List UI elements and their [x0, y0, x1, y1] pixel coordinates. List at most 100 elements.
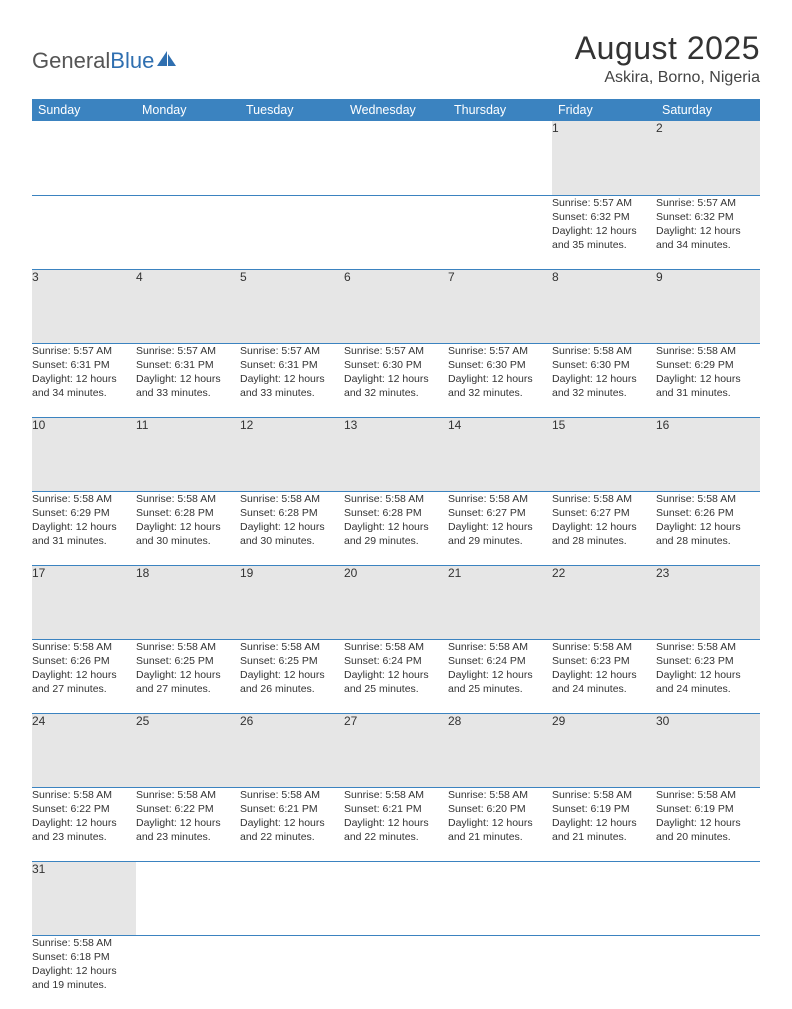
day-body-cell	[136, 195, 240, 269]
day-body-cell: Sunrise: 5:58 AMSunset: 6:27 PMDaylight:…	[552, 491, 656, 565]
day-body-cell: Sunrise: 5:58 AMSunset: 6:28 PMDaylight:…	[344, 491, 448, 565]
sunset-line: Sunset: 6:25 PM	[136, 654, 240, 668]
day-number-cell: 1	[552, 121, 656, 195]
sunset-line: Sunset: 6:19 PM	[552, 802, 656, 816]
weekday-header: Sunday	[32, 99, 136, 121]
weekday-header: Saturday	[656, 99, 760, 121]
daylight-line: Daylight: 12 hours and 26 minutes.	[240, 668, 344, 696]
sunrise-line: Sunrise: 5:58 AM	[448, 640, 552, 654]
sunset-line: Sunset: 6:30 PM	[448, 358, 552, 372]
day-body-cell: Sunrise: 5:57 AMSunset: 6:31 PMDaylight:…	[136, 343, 240, 417]
weekday-header: Wednesday	[344, 99, 448, 121]
daylight-line: Daylight: 12 hours and 30 minutes.	[136, 520, 240, 548]
day-body-row: Sunrise: 5:58 AMSunset: 6:18 PMDaylight:…	[32, 935, 760, 1009]
day-number-cell: 7	[448, 269, 552, 343]
day-body-cell	[136, 935, 240, 1009]
sunrise-line: Sunrise: 5:57 AM	[344, 344, 448, 358]
day-body-cell: Sunrise: 5:58 AMSunset: 6:28 PMDaylight:…	[136, 491, 240, 565]
daylight-line: Daylight: 12 hours and 19 minutes.	[32, 964, 136, 992]
daylight-line: Daylight: 12 hours and 25 minutes.	[448, 668, 552, 696]
sunset-line: Sunset: 6:28 PM	[344, 506, 448, 520]
daynum-row: 24252627282930	[32, 713, 760, 787]
day-number-cell: 9	[656, 269, 760, 343]
daynum-row: 31	[32, 861, 760, 935]
sunset-line: Sunset: 6:22 PM	[136, 802, 240, 816]
day-number-cell	[656, 861, 760, 935]
month-title: August 2025	[575, 30, 760, 67]
day-number-cell	[136, 861, 240, 935]
title-block: August 2025 Askira, Borno, Nigeria	[575, 30, 760, 87]
sunrise-line: Sunrise: 5:58 AM	[552, 788, 656, 802]
sunset-line: Sunset: 6:27 PM	[552, 506, 656, 520]
day-body-cell: Sunrise: 5:57 AMSunset: 6:31 PMDaylight:…	[240, 343, 344, 417]
sunset-line: Sunset: 6:31 PM	[136, 358, 240, 372]
sail-icon	[156, 48, 178, 74]
day-number-cell: 17	[32, 565, 136, 639]
daylight-line: Daylight: 12 hours and 30 minutes.	[240, 520, 344, 548]
sunset-line: Sunset: 6:26 PM	[32, 654, 136, 668]
day-body-cell: Sunrise: 5:58 AMSunset: 6:26 PMDaylight:…	[32, 639, 136, 713]
sunrise-line: Sunrise: 5:58 AM	[448, 492, 552, 506]
day-body-cell: Sunrise: 5:58 AMSunset: 6:26 PMDaylight:…	[656, 491, 760, 565]
daynum-row: 10111213141516	[32, 417, 760, 491]
day-number-cell: 5	[240, 269, 344, 343]
sunrise-line: Sunrise: 5:58 AM	[552, 640, 656, 654]
daylight-line: Daylight: 12 hours and 25 minutes.	[344, 668, 448, 696]
daylight-line: Daylight: 12 hours and 24 minutes.	[552, 668, 656, 696]
sunrise-line: Sunrise: 5:58 AM	[32, 640, 136, 654]
day-number-cell: 15	[552, 417, 656, 491]
daylight-line: Daylight: 12 hours and 23 minutes.	[32, 816, 136, 844]
day-number-cell: 8	[552, 269, 656, 343]
day-body-cell: Sunrise: 5:57 AMSunset: 6:32 PMDaylight:…	[656, 195, 760, 269]
sunrise-line: Sunrise: 5:57 AM	[136, 344, 240, 358]
sunset-line: Sunset: 6:23 PM	[552, 654, 656, 668]
sunset-line: Sunset: 6:29 PM	[32, 506, 136, 520]
sunset-line: Sunset: 6:22 PM	[32, 802, 136, 816]
day-number-cell: 30	[656, 713, 760, 787]
daylight-line: Daylight: 12 hours and 29 minutes.	[448, 520, 552, 548]
daylight-line: Daylight: 12 hours and 33 minutes.	[240, 372, 344, 400]
sunrise-line: Sunrise: 5:58 AM	[32, 492, 136, 506]
sunrise-line: Sunrise: 5:58 AM	[32, 788, 136, 802]
daylight-line: Daylight: 12 hours and 31 minutes.	[32, 520, 136, 548]
day-number-cell: 27	[344, 713, 448, 787]
weekday-header: Thursday	[448, 99, 552, 121]
sunrise-line: Sunrise: 5:58 AM	[552, 492, 656, 506]
day-number-cell: 19	[240, 565, 344, 639]
daynum-row: 17181920212223	[32, 565, 760, 639]
day-body-cell	[344, 195, 448, 269]
calendar-table: Sunday Monday Tuesday Wednesday Thursday…	[32, 99, 760, 1009]
sunset-line: Sunset: 6:31 PM	[32, 358, 136, 372]
daylight-line: Daylight: 12 hours and 34 minutes.	[656, 224, 760, 252]
daylight-line: Daylight: 12 hours and 21 minutes.	[552, 816, 656, 844]
sunrise-line: Sunrise: 5:58 AM	[656, 640, 760, 654]
sunset-line: Sunset: 6:23 PM	[656, 654, 760, 668]
daylight-line: Daylight: 12 hours and 29 minutes.	[344, 520, 448, 548]
sunrise-line: Sunrise: 5:58 AM	[656, 788, 760, 802]
day-number-cell: 23	[656, 565, 760, 639]
day-body-cell: Sunrise: 5:58 AMSunset: 6:23 PMDaylight:…	[656, 639, 760, 713]
daynum-row: 12	[32, 121, 760, 195]
day-number-cell: 18	[136, 565, 240, 639]
day-body-cell: Sunrise: 5:58 AMSunset: 6:30 PMDaylight:…	[552, 343, 656, 417]
sunrise-line: Sunrise: 5:58 AM	[344, 492, 448, 506]
day-body-row: Sunrise: 5:58 AMSunset: 6:29 PMDaylight:…	[32, 491, 760, 565]
sunrise-line: Sunrise: 5:58 AM	[344, 788, 448, 802]
sunrise-line: Sunrise: 5:58 AM	[656, 344, 760, 358]
daylight-line: Daylight: 12 hours and 28 minutes.	[552, 520, 656, 548]
sunset-line: Sunset: 6:20 PM	[448, 802, 552, 816]
sunrise-line: Sunrise: 5:58 AM	[240, 492, 344, 506]
day-body-cell: Sunrise: 5:58 AMSunset: 6:21 PMDaylight:…	[344, 787, 448, 861]
header: GeneralBlue August 2025 Askira, Borno, N…	[32, 30, 760, 87]
day-body-cell: Sunrise: 5:58 AMSunset: 6:19 PMDaylight:…	[552, 787, 656, 861]
daylight-line: Daylight: 12 hours and 32 minutes.	[552, 372, 656, 400]
sunset-line: Sunset: 6:19 PM	[656, 802, 760, 816]
sunrise-line: Sunrise: 5:57 AM	[448, 344, 552, 358]
daylight-line: Daylight: 12 hours and 31 minutes.	[656, 372, 760, 400]
daylight-line: Daylight: 12 hours and 22 minutes.	[344, 816, 448, 844]
sunset-line: Sunset: 6:28 PM	[240, 506, 344, 520]
day-body-cell: Sunrise: 5:58 AMSunset: 6:25 PMDaylight:…	[136, 639, 240, 713]
sunrise-line: Sunrise: 5:58 AM	[448, 788, 552, 802]
day-number-cell: 29	[552, 713, 656, 787]
day-body-cell: Sunrise: 5:57 AMSunset: 6:31 PMDaylight:…	[32, 343, 136, 417]
